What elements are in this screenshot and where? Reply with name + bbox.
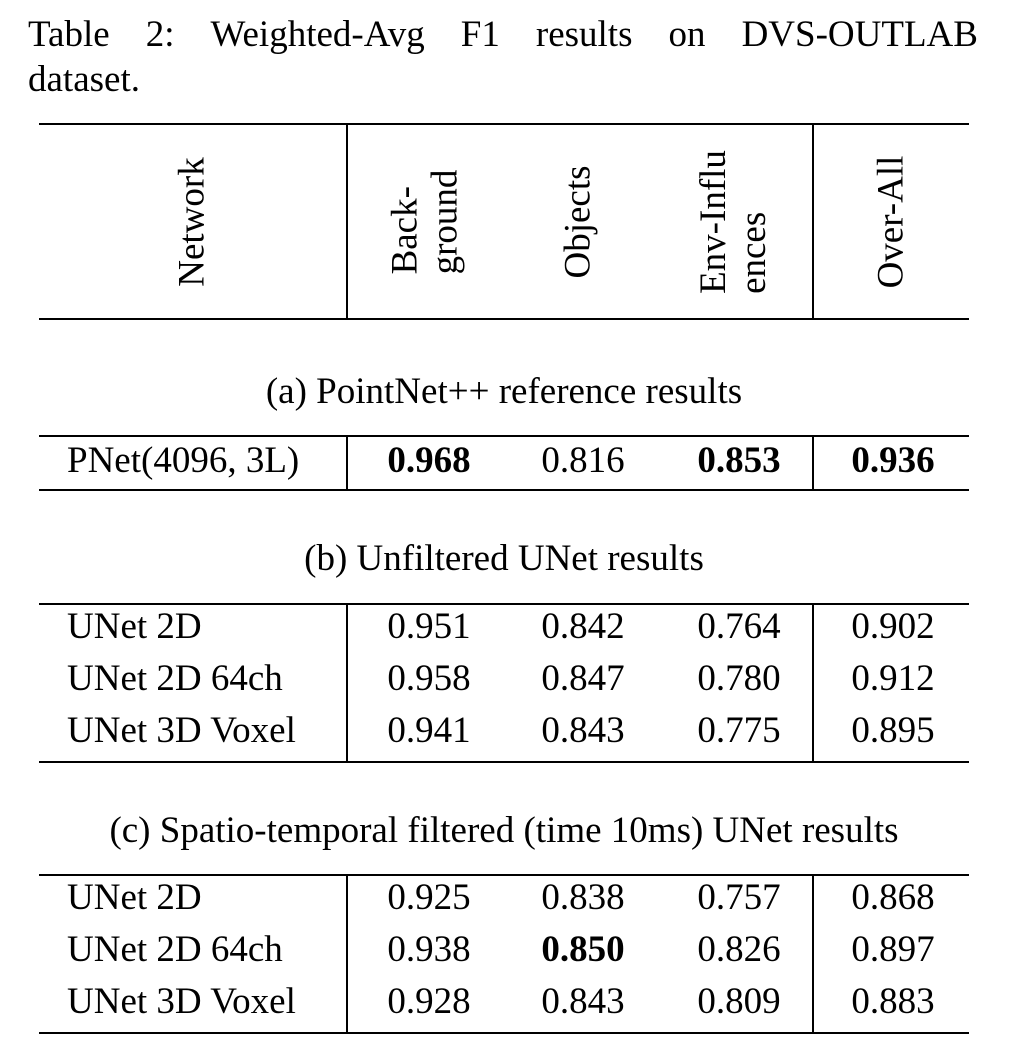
- caption-word: Table: [28, 14, 110, 55]
- table-row: UNet 3D Voxel 0.941 0.843 0.775 0.895: [39, 705, 969, 757]
- header-overall: Over-All: [814, 124, 969, 320]
- header-objects-label: Objects: [558, 165, 599, 279]
- cell-network: UNet 2D: [67, 606, 202, 647]
- cell-background: 0.928: [387, 981, 471, 1022]
- cell-overall: 0.902: [851, 606, 935, 647]
- section-a-separator-right: [812, 436, 814, 490]
- section-c-separator-right: [812, 875, 814, 1033]
- cell-background: 0.925: [387, 877, 471, 918]
- header-network: Network: [39, 124, 346, 320]
- cell-network: UNet 2D 64ch: [67, 929, 283, 970]
- caption-word: F1: [460, 14, 500, 55]
- cell-background: 0.941: [387, 710, 471, 751]
- cell-objects: 0.843: [541, 710, 625, 751]
- cell-network: UNet 2D 64ch: [67, 658, 283, 699]
- header-network-label: Network: [171, 157, 213, 287]
- cell-env-influences: 0.775: [697, 710, 781, 751]
- cell-network: PNet(4096, 3L): [67, 440, 300, 481]
- section-b-separator-left: [346, 604, 348, 762]
- table-row: PNet(4096, 3L) 0.968 0.816 0.853 0.936: [39, 435, 969, 487]
- caption-word: 2:: [145, 14, 175, 55]
- cell-background: 0.958: [387, 658, 471, 699]
- caption-word: DVS-OUTLAB: [741, 14, 978, 55]
- cell-network: UNet 2D: [67, 877, 202, 918]
- caption-word: results: [535, 14, 633, 55]
- cell-overall: 0.895: [851, 710, 935, 751]
- section-title-a: (a) PointNet++ reference results: [265, 371, 743, 412]
- header-env-line1: Env-Influ: [692, 150, 734, 294]
- table-row: UNet 2D 64ch 0.958 0.847 0.780 0.912: [39, 653, 969, 705]
- cell-overall: 0.883: [851, 981, 935, 1022]
- caption-word: on: [668, 14, 706, 55]
- cell-env-influences: 0.757: [697, 877, 781, 918]
- table-row: UNet 2D 64ch 0.938 0.850 0.826 0.897: [39, 924, 969, 976]
- cell-overall: 0.897: [851, 929, 935, 970]
- cell-objects: 0.850: [541, 929, 625, 970]
- table-row: UNet 2D 0.951 0.842 0.764 0.902: [39, 601, 969, 653]
- section-a-bottom-rule: [39, 489, 969, 491]
- section-b-separator-right: [812, 604, 814, 762]
- cell-env-influences: 0.764: [697, 606, 781, 647]
- cell-overall: 0.936: [851, 440, 935, 481]
- cell-background: 0.938: [387, 929, 471, 970]
- cell-network: UNet 3D Voxel: [67, 710, 296, 751]
- cell-env-influences: 0.826: [697, 929, 781, 970]
- table-row: UNet 2D 0.925 0.838 0.757 0.868: [39, 872, 969, 924]
- section-a-top-rule: [39, 435, 969, 437]
- cell-overall: 0.868: [851, 877, 935, 918]
- cell-objects: 0.838: [541, 877, 625, 918]
- cell-env-influences: 0.809: [697, 981, 781, 1022]
- header-overall-label: Over-All: [870, 155, 912, 289]
- section-title-c: (c) Spatio-temporal filtered (time 10ms)…: [109, 810, 899, 851]
- cell-objects: 0.843: [541, 981, 625, 1022]
- header-top-rule: [39, 123, 969, 125]
- cell-overall: 0.912: [851, 658, 935, 699]
- section-c-top-rule: [39, 874, 969, 876]
- header-background-line1: Back-: [383, 186, 425, 275]
- table-row: UNet 3D Voxel 0.928 0.843 0.809 0.883: [39, 976, 969, 1028]
- caption-word: Weighted-Avg: [210, 14, 425, 55]
- header-env-line2: ences: [732, 211, 774, 294]
- cell-background: 0.951: [387, 606, 471, 647]
- section-b-bottom-rule: [39, 761, 969, 763]
- cell-env-influences: 0.853: [697, 440, 781, 481]
- header-separator-left: [346, 124, 348, 320]
- cell-background: 0.968: [387, 440, 471, 481]
- header-background: Back- ground: [348, 124, 502, 320]
- cell-objects: 0.847: [541, 658, 625, 699]
- table-caption: Table 2: Weighted-Avg F1 results on DVS-…: [28, 12, 978, 102]
- header-background-line2: ground: [423, 169, 465, 275]
- header-bottom-rule: [39, 318, 969, 320]
- header-separator-right: [812, 124, 814, 320]
- section-c-bottom-rule: [39, 1032, 969, 1034]
- cell-env-influences: 0.780: [697, 658, 781, 699]
- section-b-top-rule: [39, 603, 969, 605]
- header-objects: Objects: [502, 124, 656, 320]
- caption-line-1: Table 2: Weighted-Avg F1 results on DVS-…: [28, 12, 978, 57]
- section-title-b: (b) Unfiltered UNet results: [304, 538, 704, 579]
- section-a-separator-left: [346, 436, 348, 490]
- cell-objects: 0.842: [541, 606, 625, 647]
- section-c-separator-left: [346, 875, 348, 1033]
- header-env-influences: Env-Influ ences: [656, 124, 812, 320]
- caption-line-2: dataset.: [28, 59, 140, 100]
- cell-network: UNet 3D Voxel: [67, 981, 296, 1022]
- cell-objects: 0.816: [541, 440, 625, 481]
